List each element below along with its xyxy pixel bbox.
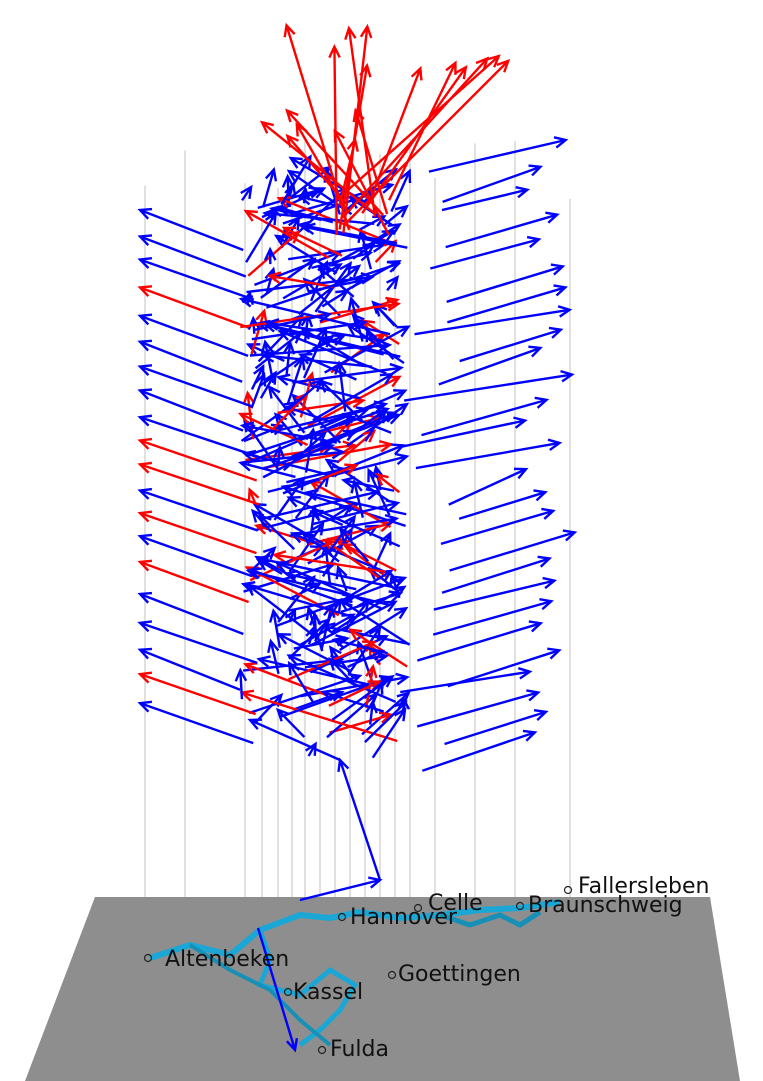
place-label: Goettingen [398, 962, 521, 987]
place-label: Kassel [293, 980, 363, 1005]
trajectory-segment [140, 417, 260, 457]
trajectory-segment [140, 367, 253, 407]
trajectory-segment [140, 210, 243, 250]
trajectory-segment [140, 491, 258, 531]
trajectory-segment [430, 239, 539, 268]
trajectory-arrows [140, 25, 575, 1050]
trajectory-segment [442, 559, 549, 593]
trajectory-segment [140, 650, 240, 690]
trajectory-segment [422, 732, 535, 770]
trajectory-segment [415, 310, 570, 334]
trajectory-segment [441, 511, 553, 544]
trajectory-segment [447, 287, 565, 322]
trajectory-segment [429, 140, 566, 172]
trajectory-segment [140, 236, 246, 276]
trajectory-segment [450, 532, 575, 570]
place-label: Fulda [330, 1037, 389, 1062]
trajectory-segment [140, 703, 253, 743]
trajectory-segment [445, 712, 546, 744]
trajectory-segment [140, 513, 256, 553]
trajectory-segment [417, 623, 540, 660]
trajectory-segment [443, 167, 541, 202]
trajectory-segment [140, 390, 243, 430]
trajectory-segment [140, 536, 252, 576]
trajectory-segment [416, 443, 560, 468]
trajectory-segment [404, 375, 572, 401]
trajectory-segment [447, 266, 563, 301]
trajectory-segment [439, 348, 540, 384]
trajectory-segment [400, 672, 530, 692]
place-label: Hannover [350, 905, 458, 930]
place-label: Braunschweig [528, 893, 683, 918]
trajectory-segment [140, 464, 259, 504]
trajectory-segment [349, 28, 375, 217]
trajectory-segment [140, 440, 257, 480]
trajectory-segment [446, 215, 558, 247]
space-time-cube: Celle Hannover Fallersleben Braunschweig… [0, 0, 763, 1081]
trajectory-segment [459, 492, 545, 519]
trajectory-segment [340, 760, 380, 880]
place-label: Altenbeken [165, 947, 289, 972]
